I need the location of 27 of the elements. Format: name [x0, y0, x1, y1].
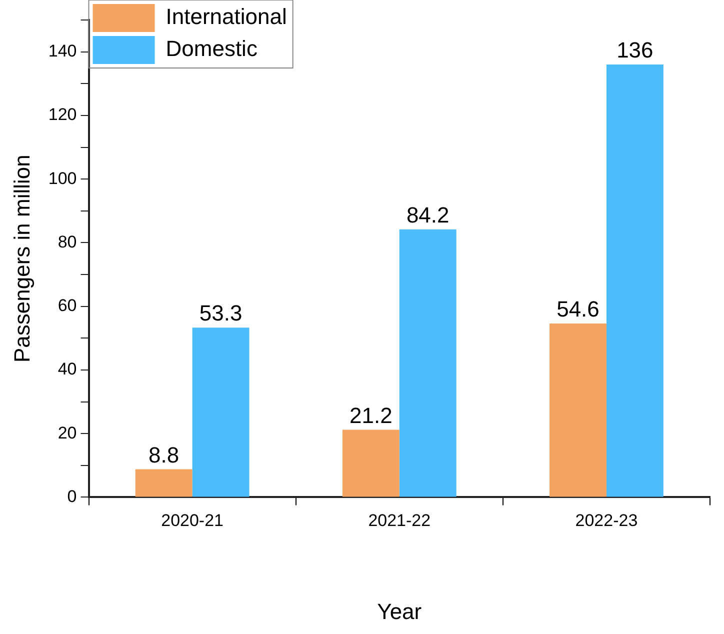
x-tick-label: 2022-23 — [575, 511, 638, 530]
data-label: 8.8 — [148, 442, 180, 468]
y-tick-label: 100 — [48, 168, 77, 188]
y-tick-label: 60 — [58, 296, 77, 316]
x-tick-label: 2020-21 — [161, 511, 224, 530]
legend-label: International — [166, 4, 287, 30]
data-label: 53.3 — [199, 300, 242, 326]
y-tick-label: 40 — [58, 360, 77, 379]
y-tick-label: 140 — [48, 42, 77, 60]
x-axis-title: Year — [377, 598, 422, 624]
data-label: 54.6 — [556, 296, 600, 322]
bar — [606, 64, 664, 497]
y-tick-label: 120 — [48, 105, 77, 124]
y-tick-label: 20 — [58, 423, 77, 442]
data-label: 84.2 — [406, 202, 450, 228]
x-tick-label: 2021-22 — [368, 511, 431, 530]
bar — [550, 324, 606, 497]
legend-label: Domestic — [166, 36, 258, 62]
y-tick-label: 0 — [67, 486, 77, 506]
y-axis-title: Passengers in million — [9, 154, 34, 363]
y-tick-label: 80 — [58, 232, 77, 252]
data-label: 21.2 — [349, 402, 392, 428]
bar — [399, 229, 456, 497]
data-label: 136 — [616, 38, 654, 63]
bar — [135, 469, 192, 497]
bar — [342, 430, 400, 497]
bar — [192, 328, 250, 497]
